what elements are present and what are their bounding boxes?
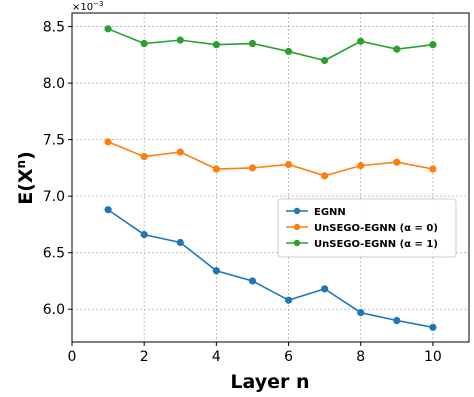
data-point: [248, 277, 257, 285]
data-point: [140, 39, 148, 48]
data-point: [104, 138, 112, 146]
data-point: [212, 41, 220, 49]
y-tick-label: 7.0: [43, 189, 65, 205]
data-point: [284, 47, 293, 56]
data-point: [393, 316, 401, 325]
series-group: [104, 25, 437, 331]
series-1: [104, 206, 437, 331]
y-tick-label: 6.5: [43, 246, 65, 262]
x-tick-label: 4: [212, 349, 221, 365]
legend-entry: UnSEGO-EGNN (α = 1): [286, 239, 438, 250]
data-point: [176, 148, 184, 156]
series-line: [107, 209, 434, 329]
series-line: [107, 141, 434, 177]
data-point: [321, 56, 329, 65]
data-point: [140, 152, 148, 161]
grid: [71, 13, 469, 342]
data-point: [176, 36, 184, 44]
axis-ticks: 0 2 4 6 8 10 6.0 6.5 7.0 7.5 8.0 8.5: [43, 20, 442, 365]
series-line: [107, 28, 434, 62]
data-point: [284, 160, 293, 169]
legend-entry: EGNN: [286, 207, 346, 218]
data-point: [248, 164, 257, 172]
x-tick-label: 0: [68, 349, 77, 365]
data-point: [393, 158, 401, 166]
data-point: [321, 172, 329, 180]
data-point: [104, 206, 112, 214]
data-point: [429, 323, 437, 331]
data-point: [212, 267, 220, 275]
data-point: [176, 238, 184, 247]
data-point: [357, 309, 365, 317]
data-point: [140, 230, 148, 239]
x-axis-label: Layer n: [230, 371, 309, 393]
x-tick-label: 10: [424, 349, 442, 365]
plot-frame: [71, 12, 470, 343]
data-point: [357, 162, 365, 170]
y-tick-label: 8.0: [43, 76, 65, 92]
series-2: [104, 138, 437, 180]
y-tick-label: 8.5: [43, 20, 65, 36]
data-point: [429, 41, 437, 49]
data-point: [429, 165, 437, 173]
data-point: [321, 285, 329, 293]
legend-marker: [293, 207, 301, 215]
data-point: [284, 296, 293, 304]
series-3: [104, 25, 437, 65]
y-tick-label: 7.5: [43, 133, 65, 149]
x-tick-label: 2: [140, 349, 149, 365]
y-axis-label: E(Xn): [14, 151, 37, 205]
legend-marker: [293, 239, 301, 247]
y-scale-label: ×10−3: [72, 0, 103, 13]
data-point: [248, 39, 257, 48]
legend-label: EGNN: [314, 207, 346, 218]
legend-marker: [293, 223, 301, 231]
legend-box: [277, 198, 457, 258]
legend-entry: UnSEGO-EGNN (α = 0): [286, 223, 438, 234]
x-tick-label: 6: [284, 349, 293, 365]
legend: EGNN UnSEGO-EGNN (α = 0) UnSEGO-EGNN (α = …: [277, 198, 457, 258]
legend-label: UnSEGO-EGNN (α = 0): [314, 223, 438, 234]
x-tick-label: 8: [356, 349, 365, 365]
data-point: [357, 37, 365, 45]
data-point: [393, 45, 401, 53]
y-tick-label: 6.0: [43, 302, 65, 318]
data-point: [212, 165, 220, 173]
data-point: [104, 25, 112, 33]
legend-label: UnSEGO-EGNN (α = 1): [314, 239, 438, 250]
